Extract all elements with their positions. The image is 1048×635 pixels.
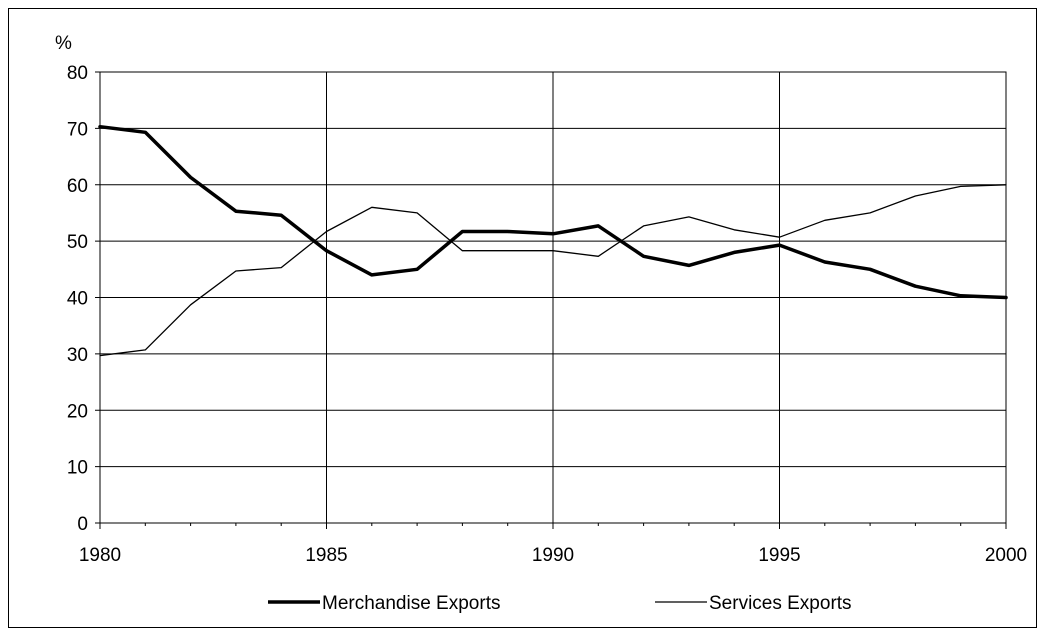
legend: Merchandise Exports Services Exports bbox=[268, 593, 852, 614]
legend-label: Services Exports bbox=[709, 593, 852, 614]
y-unit-label: % bbox=[55, 33, 72, 54]
x-tick-label: 1980 bbox=[79, 545, 121, 566]
y-tick-label: 50 bbox=[67, 232, 88, 253]
series-line-services-exports bbox=[99, 184, 1007, 357]
x-tick-label: 1995 bbox=[758, 545, 800, 566]
y-tick-label: 20 bbox=[67, 401, 88, 422]
grid-lines bbox=[100, 71, 1006, 523]
y-tick-label: 10 bbox=[67, 458, 88, 479]
y-tick-label: 30 bbox=[67, 345, 88, 366]
x-tick-label: 1985 bbox=[305, 545, 347, 566]
series-lines bbox=[98, 124, 1008, 357]
y-tick-label: 0 bbox=[77, 514, 88, 535]
legend-label: Merchandise Exports bbox=[322, 593, 500, 614]
y-tick-label: 80 bbox=[67, 63, 88, 84]
x-axis-ticks: 1980 1985 1990 1995 2000 bbox=[79, 545, 1027, 566]
x-tick-label: 1990 bbox=[532, 545, 574, 566]
y-axis-ticks: 0 10 20 30 40 50 60 70 80 bbox=[67, 63, 88, 535]
y-tick-label: 70 bbox=[67, 119, 88, 140]
y-tick-label: 60 bbox=[67, 176, 88, 197]
axes bbox=[95, 71, 1007, 529]
x-tick-label: 2000 bbox=[985, 545, 1027, 566]
y-tick-label: 40 bbox=[67, 289, 88, 310]
series-line-merchandise-exports bbox=[98, 124, 1008, 300]
